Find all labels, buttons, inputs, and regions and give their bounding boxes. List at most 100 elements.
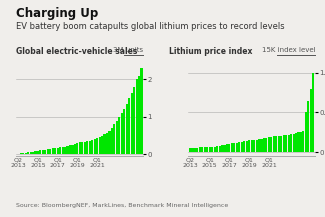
- Bar: [49, 149, 51, 154]
- Bar: [44, 150, 46, 154]
- Bar: [255, 140, 258, 152]
- Bar: [266, 138, 267, 152]
- Text: Global electric-vehicle sales: Global electric-vehicle sales: [16, 47, 137, 56]
- Bar: [79, 142, 81, 154]
- Bar: [42, 150, 44, 154]
- Bar: [27, 153, 29, 154]
- Bar: [297, 132, 300, 152]
- Bar: [206, 148, 208, 152]
- Bar: [34, 151, 36, 154]
- Bar: [30, 152, 32, 154]
- Bar: [211, 147, 213, 152]
- Bar: [226, 144, 228, 152]
- Bar: [243, 141, 245, 152]
- Bar: [236, 143, 238, 152]
- Bar: [32, 152, 34, 154]
- Bar: [86, 141, 88, 154]
- Bar: [253, 140, 255, 152]
- Bar: [285, 135, 287, 152]
- Text: 3M units: 3M units: [113, 47, 143, 53]
- Bar: [280, 136, 282, 152]
- Bar: [91, 140, 93, 154]
- Bar: [221, 145, 223, 152]
- Bar: [54, 148, 56, 154]
- Bar: [67, 146, 69, 154]
- Bar: [140, 68, 143, 154]
- Bar: [22, 153, 24, 154]
- Bar: [196, 148, 199, 152]
- Bar: [118, 117, 120, 154]
- Bar: [123, 109, 125, 154]
- Bar: [302, 131, 305, 152]
- Bar: [103, 134, 106, 154]
- Bar: [258, 139, 260, 152]
- Bar: [64, 146, 66, 154]
- Bar: [109, 131, 111, 154]
- Bar: [273, 136, 275, 152]
- Bar: [199, 148, 201, 152]
- Bar: [307, 100, 309, 152]
- Bar: [128, 98, 130, 154]
- Bar: [131, 93, 133, 154]
- Bar: [209, 147, 211, 152]
- Bar: [270, 137, 272, 152]
- Bar: [121, 113, 123, 154]
- Bar: [74, 144, 76, 154]
- Bar: [263, 138, 265, 152]
- Bar: [310, 89, 312, 152]
- Bar: [94, 139, 96, 154]
- Bar: [136, 79, 137, 154]
- Bar: [283, 135, 285, 152]
- Bar: [248, 140, 250, 152]
- Bar: [101, 136, 103, 154]
- Text: Source: BloombergNEF, MarkLines, Benchmark Mineral Intelligence: Source: BloombergNEF, MarkLines, Benchma…: [16, 203, 228, 208]
- Bar: [260, 139, 263, 152]
- Bar: [228, 143, 230, 152]
- Bar: [233, 143, 235, 152]
- Bar: [69, 145, 71, 154]
- Bar: [231, 143, 233, 152]
- Bar: [189, 148, 191, 152]
- Bar: [224, 145, 226, 152]
- Bar: [191, 148, 193, 152]
- Text: EV battery boom catapults global lithium prices to record levels: EV battery boom catapults global lithium…: [16, 22, 285, 31]
- Text: Charging Up: Charging Up: [16, 7, 98, 20]
- Bar: [113, 124, 115, 154]
- Bar: [81, 142, 84, 154]
- Bar: [106, 133, 108, 154]
- Text: Lithium price index: Lithium price index: [169, 47, 253, 56]
- Bar: [218, 146, 221, 152]
- Bar: [275, 136, 277, 152]
- Bar: [25, 153, 27, 154]
- Bar: [57, 148, 59, 154]
- Bar: [138, 76, 140, 154]
- Bar: [52, 148, 54, 154]
- Bar: [268, 137, 270, 152]
- Bar: [246, 141, 248, 152]
- Bar: [292, 134, 294, 152]
- Text: 15K index level: 15K index level: [262, 47, 315, 53]
- Bar: [251, 140, 253, 152]
- Bar: [84, 142, 86, 154]
- Bar: [126, 104, 128, 154]
- Bar: [278, 136, 280, 152]
- Bar: [214, 147, 216, 152]
- Bar: [295, 133, 297, 152]
- Bar: [47, 149, 49, 154]
- Bar: [194, 148, 196, 152]
- Bar: [201, 148, 203, 152]
- Bar: [288, 135, 290, 152]
- Bar: [37, 151, 39, 154]
- Bar: [39, 150, 42, 154]
- Bar: [300, 132, 302, 152]
- Bar: [89, 141, 91, 154]
- Bar: [290, 134, 292, 152]
- Bar: [133, 87, 135, 154]
- Bar: [98, 137, 101, 154]
- Bar: [20, 153, 22, 154]
- Bar: [312, 73, 314, 152]
- Bar: [96, 138, 98, 154]
- Bar: [111, 128, 113, 154]
- Bar: [238, 142, 240, 152]
- Bar: [216, 146, 218, 152]
